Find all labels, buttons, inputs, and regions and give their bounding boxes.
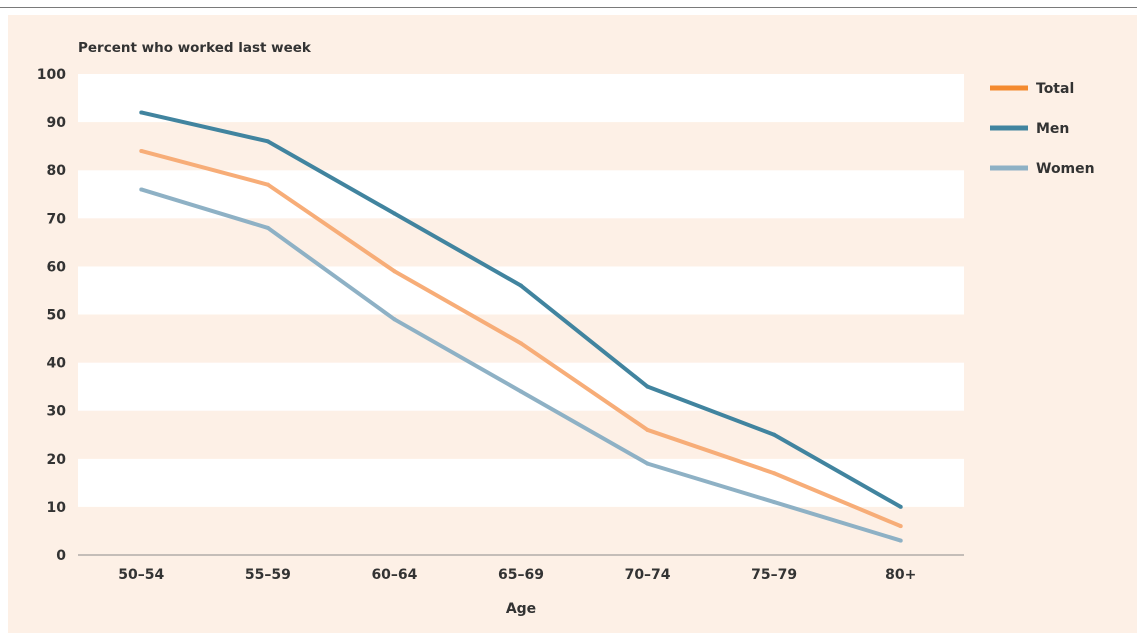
x-tick-label: 60–64 (371, 567, 417, 583)
y-tick-label: 30 (47, 404, 67, 420)
grid-band (78, 170, 964, 219)
data-point-women (898, 538, 903, 543)
grid-band (78, 314, 964, 363)
grid-band (78, 218, 964, 267)
data-point-women (139, 187, 144, 192)
x-tick-label: 55–59 (245, 567, 291, 583)
data-point-women (519, 389, 523, 394)
data-point-women (772, 500, 777, 505)
y-tick-label: 60 (47, 259, 67, 275)
legend-label-total: Total (1036, 81, 1074, 97)
grid-band (78, 362, 964, 411)
data-point-total (392, 269, 397, 274)
top-divider (0, 7, 1137, 8)
data-point-men (519, 283, 523, 288)
legend-label-men: Men (1036, 121, 1069, 137)
data-point-total (898, 524, 903, 529)
y-tick-label: 40 (47, 356, 67, 372)
y-tick-label: 90 (47, 115, 67, 131)
grid-bands (78, 74, 964, 555)
data-point-total (265, 182, 270, 187)
grid-band (78, 458, 964, 507)
x-axis-ticks: 50–54 55–59 60–64 65–69 70–74 75–79 80+ (118, 567, 916, 583)
data-point-total (139, 148, 144, 153)
data-point-men (645, 384, 650, 389)
legend-label-women: Women (1036, 161, 1095, 177)
y-tick-label: 10 (47, 500, 67, 516)
data-point-total (772, 471, 777, 476)
series-lines (139, 110, 903, 543)
x-tick-label: 65–69 (498, 567, 544, 583)
y-tick-label: 20 (47, 452, 67, 468)
grid-band (78, 506, 964, 555)
data-point-women (265, 225, 270, 230)
data-point-total (519, 341, 523, 346)
data-point-total (645, 427, 650, 432)
grid-band (78, 74, 964, 123)
y-tick-label: 80 (47, 163, 67, 179)
y-tick-label: 50 (47, 308, 67, 324)
y-axis-ticks: 0 10 20 30 40 50 60 70 80 90 100 (37, 67, 66, 564)
x-tick-label: 75–79 (751, 567, 797, 583)
y-tick-label: 70 (47, 211, 67, 227)
grid-band (78, 266, 964, 315)
y-tick-label: 100 (37, 67, 66, 83)
data-point-men (392, 211, 397, 216)
x-axis-title: Age (506, 601, 536, 617)
data-point-men (772, 432, 777, 437)
data-point-women (392, 317, 397, 322)
data-point-men (898, 504, 903, 509)
y-tick-label: 0 (56, 548, 66, 564)
grid-band (78, 410, 964, 459)
y-axis-title: Percent who worked last week (78, 40, 312, 56)
x-tick-label: 80+ (885, 567, 916, 583)
data-point-women (645, 461, 650, 466)
data-point-men (265, 139, 270, 144)
x-tick-label: 70–74 (625, 567, 671, 583)
legend: Total Men Women (990, 81, 1095, 177)
x-tick-label: 50–54 (118, 567, 164, 583)
data-point-men (139, 110, 144, 115)
